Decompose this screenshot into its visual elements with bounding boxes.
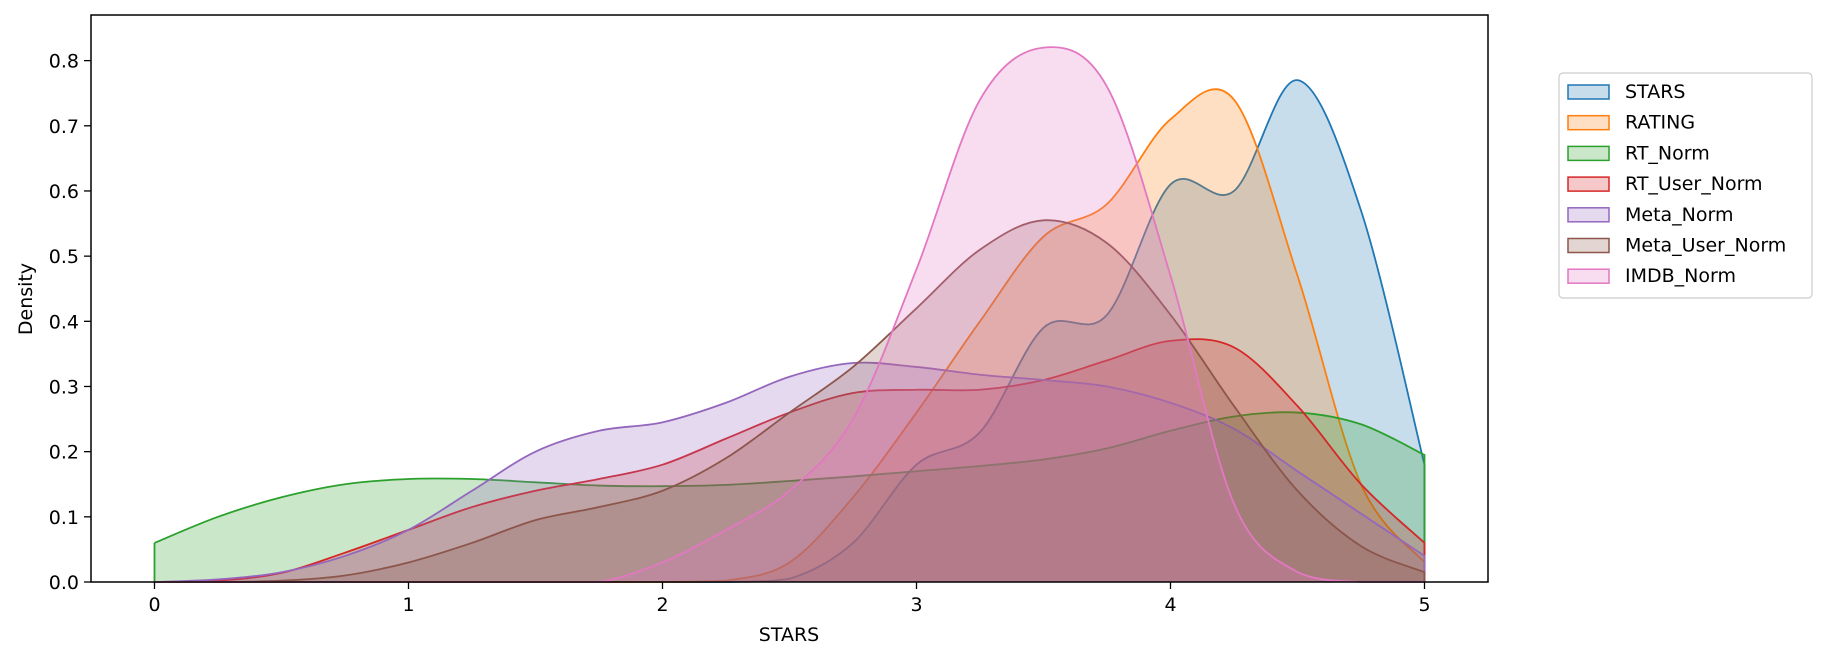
y-tick-label: 0.1 bbox=[49, 507, 79, 529]
legend-swatch bbox=[1567, 114, 1610, 131]
x-tick-label: 4 bbox=[1164, 594, 1176, 616]
x-axis-ticks: 0 1 2 3 4 5 bbox=[148, 582, 1431, 616]
legend-swatch bbox=[1567, 268, 1610, 284]
legend-item-meta-user-norm: Meta_User_Norm bbox=[1567, 235, 1786, 257]
y-tick-label: 0.2 bbox=[49, 442, 79, 464]
legend-swatch bbox=[1567, 84, 1610, 100]
legend-item-meta-norm: Meta_Norm bbox=[1567, 204, 1734, 226]
legend: STARS RATING RT_Norm RT_User_Norm Meta_Norm M… bbox=[1558, 72, 1813, 299]
area-fill-rt-norm bbox=[154, 412, 1425, 582]
x-tick-label: 3 bbox=[910, 594, 922, 616]
legend-swatch bbox=[1567, 207, 1610, 223]
y-tick-label: 0.3 bbox=[49, 376, 79, 398]
y-tick-label: 0.6 bbox=[49, 181, 79, 203]
y-axis-ticks: 0.0 0.1 0.2 0.3 0.4 0.5 0.6 0.7 0.8 bbox=[49, 51, 91, 594]
x-tick-label: 0 bbox=[148, 594, 160, 616]
legend-label: RT_User_Norm bbox=[1625, 173, 1763, 195]
legend-label: RATING bbox=[1625, 112, 1695, 134]
x-tick-label: 2 bbox=[656, 594, 668, 616]
area-fill-stars bbox=[154, 80, 1425, 582]
density-line-rt-norm bbox=[153, 411, 1426, 582]
area-fill-rt-user-norm bbox=[154, 339, 1425, 582]
legend-swatch bbox=[1567, 145, 1610, 162]
legend-label: IMDB_Norm bbox=[1625, 265, 1736, 287]
y-tick-label: 0.0 bbox=[49, 572, 79, 594]
y-tick-label: 0.8 bbox=[49, 51, 79, 73]
legend-label: RT_Norm bbox=[1625, 142, 1710, 164]
legend-item-rt-user-norm: RT_User_Norm bbox=[1567, 173, 1763, 195]
legend-item-rating: RATING bbox=[1567, 112, 1695, 134]
area-fill-meta-norm bbox=[154, 362, 1425, 582]
legend-label: Meta_User_Norm bbox=[1625, 235, 1786, 257]
x-tick-label: 1 bbox=[402, 594, 414, 616]
legend-box bbox=[1558, 72, 1813, 299]
legend-label: Meta_Norm bbox=[1625, 204, 1734, 226]
area-fill-rating bbox=[154, 89, 1425, 583]
legend-item-stars: STARS bbox=[1567, 81, 1685, 103]
legend-label: STARS bbox=[1625, 81, 1685, 103]
legend-swatch bbox=[1567, 176, 1610, 192]
plot-frame bbox=[90, 14, 1489, 583]
series-areas bbox=[153, 46, 1426, 583]
y-axis-label: Density bbox=[15, 263, 37, 335]
area-fill-imdb-norm bbox=[154, 47, 1425, 582]
x-axis-label: STARS bbox=[759, 624, 819, 646]
legend-swatch bbox=[1567, 237, 1610, 254]
y-tick-label: 0.5 bbox=[49, 246, 79, 268]
legend-item-rt-norm: RT_Norm bbox=[1567, 142, 1710, 164]
area-fill-meta-user-norm bbox=[154, 220, 1425, 582]
y-tick-label: 0.4 bbox=[49, 311, 79, 333]
legend-item-imdb-norm: IMDB_Norm bbox=[1567, 265, 1736, 287]
y-tick-label: 0.7 bbox=[49, 116, 79, 138]
x-tick-label: 5 bbox=[1418, 594, 1430, 616]
